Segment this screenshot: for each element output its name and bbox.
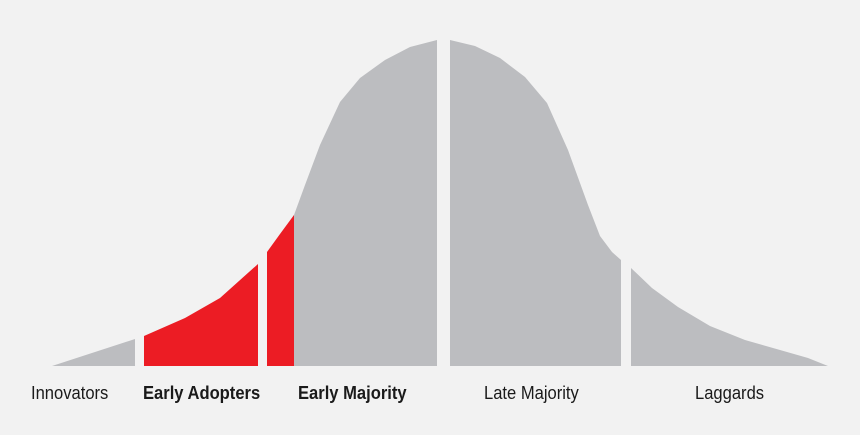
early-adopters-label: Early Adopters [143,383,261,403]
innovators-label: Innovators [31,383,109,403]
early-majority-segment [294,40,437,366]
innovators-segment [52,339,135,366]
early-adopters-segment [144,264,258,366]
laggards-label: Laggards [695,383,765,403]
late-majority-segment [450,40,621,366]
laggards-segment [631,268,828,366]
early-majority-highlight-segment [267,215,294,366]
early-majority-label: Early Majority [298,383,407,403]
late-majority-label: Late Majority [484,383,579,403]
